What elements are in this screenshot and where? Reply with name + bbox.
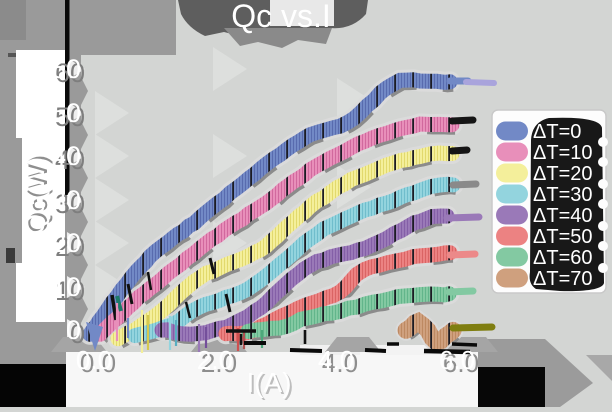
svg-text:4.0: 4.0 (318, 345, 354, 375)
svg-text:2.0: 2.0 (197, 345, 233, 375)
svg-text:I(A): I(A) (246, 367, 291, 398)
svg-text:ΔT=50: ΔT=50 (533, 226, 593, 248)
svg-text:Qc vs.I: Qc vs.I (231, 0, 331, 34)
svg-text:I(A): I(A) (248, 369, 293, 400)
svg-text:60: 60 (51, 54, 81, 84)
svg-text:6.0: 6.0 (443, 348, 479, 378)
svg-text:60: 60 (55, 58, 85, 88)
svg-text:0.0: 0.0 (80, 348, 116, 378)
svg-text:2.0: 2.0 (201, 348, 237, 378)
svg-text:ΔT=40: ΔT=40 (533, 205, 593, 227)
svg-text:0: 0 (66, 315, 81, 345)
svg-text:20: 20 (55, 232, 85, 262)
svg-text:ΔT=70: ΔT=70 (533, 268, 593, 290)
svg-text:50: 50 (51, 98, 81, 128)
svg-text:6.0: 6.0 (439, 345, 475, 375)
svg-text:4.0: 4.0 (322, 348, 358, 378)
svg-text:ΔT=20: ΔT=20 (533, 163, 593, 185)
svg-text:30: 30 (51, 185, 81, 215)
svg-text:0.0: 0.0 (76, 345, 112, 375)
svg-text:50: 50 (55, 102, 85, 132)
svg-text:10: 10 (51, 272, 81, 302)
svg-text:ΔT=60: ΔT=60 (533, 247, 593, 269)
svg-text:Qc(W): Qc(W) (20, 157, 50, 235)
svg-text:ΔT=10: ΔT=10 (533, 142, 593, 164)
svg-text:ΔT=30: ΔT=30 (533, 184, 593, 206)
svg-text:ΔT=0: ΔT=0 (533, 121, 581, 143)
svg-text:0: 0 (70, 319, 85, 349)
svg-text:Qc(W): Qc(W) (23, 155, 53, 233)
svg-text:40: 40 (55, 145, 85, 175)
svg-text:30: 30 (55, 189, 85, 219)
svg-text:10: 10 (55, 276, 85, 306)
svg-text:20: 20 (51, 228, 81, 258)
svg-text:40: 40 (51, 141, 81, 171)
